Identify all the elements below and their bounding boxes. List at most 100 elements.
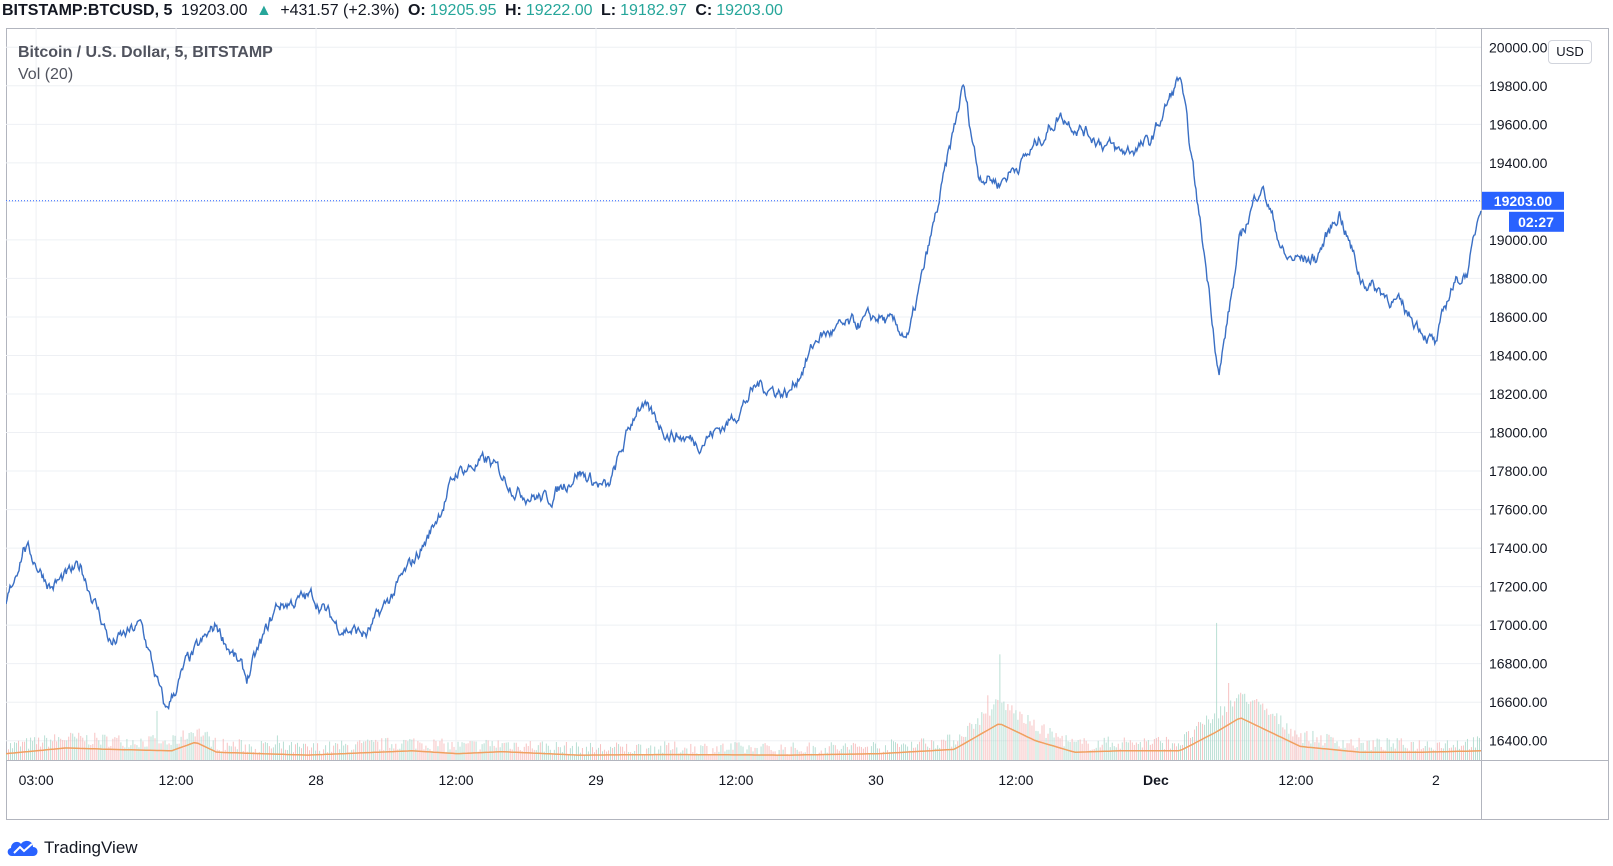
volume-bar [1089,750,1091,760]
volume-bar [98,740,100,760]
volume-legend[interactable]: Vol (20) [18,66,74,83]
volume-bar [1476,736,1478,760]
volume-bar [598,747,600,760]
volume-bar [989,715,991,760]
y-tick-label: 17200.00 [1489,579,1548,595]
volume-bar [240,740,242,760]
volume-bar [828,746,830,760]
volume-bar [1065,735,1067,760]
volume-bar [1222,715,1224,760]
tradingview-logo[interactable]: TradingView [6,836,138,860]
volume-bar [995,699,997,760]
volume-bar [485,739,487,760]
volume-bar [937,745,939,760]
price-chart[interactable]: 16400.00 16600.00 16800.00 17000.00 17200.00… [6,28,1609,820]
price-label: 19203.00 [1494,193,1553,209]
volume-bar [1133,744,1135,760]
volume-bar [493,745,495,760]
chart-container[interactable]: 16400.00 16600.00 16800.00 17000.00 17200.00… [6,28,1609,820]
volume-bar [872,742,874,760]
volume-bar [1238,694,1240,760]
symbol-header: BITSTAMP:BTCUSD, 5 19203.00 ▲ +431.57 (+… [2,0,787,22]
volume-bar [1045,737,1047,760]
volume-bar [457,741,459,760]
volume-bar [1320,735,1322,760]
volume-bar [90,744,92,760]
volume-bar [616,742,618,760]
volume-bar [507,742,509,760]
volume-bar [748,745,750,760]
volume-bar [1210,723,1212,760]
volume-bar [1262,703,1264,760]
volume-bar [1240,692,1242,760]
volume-bar [429,749,431,760]
volume-bar [339,749,341,760]
volume-bar [535,750,537,760]
volume-bar [381,738,383,760]
currency-button[interactable]: USD [1548,40,1592,64]
volume-bar [963,736,965,760]
volume-bar [1057,736,1059,760]
volume-bar [1460,745,1462,760]
volume-bar [1448,748,1450,760]
volume-bar [1414,750,1416,760]
chart-title[interactable]: Bitcoin / U.S. Dollar, 5, BITSTAMP [18,44,273,61]
volume-bar [1412,741,1414,760]
y-tick-label: 17000.00 [1489,617,1548,633]
volume-bar [477,751,479,760]
volume-bar [1107,736,1109,760]
volume-bar [192,732,194,760]
volume-bar [985,713,987,760]
volume-bar [1085,740,1087,760]
volume-bar [868,753,870,760]
volume-bar [808,742,810,760]
volume-bar [696,753,698,760]
volume-bar [1416,748,1418,760]
volume-bar [947,734,949,760]
volume-bar [124,747,126,760]
volume-bar [720,745,722,760]
open-value: 19205.95 [429,2,497,19]
volume-bar [172,735,174,760]
volume-bar [1264,710,1266,760]
volume-bar [268,746,270,760]
volume-bar [473,741,475,760]
volume-bar [393,748,395,760]
cloud-logo-icon [7,840,38,856]
volume-bar [180,736,182,760]
volume-bar [1376,738,1378,760]
volume-bar [1268,714,1270,760]
y-tick-label: 16600.00 [1489,694,1548,710]
volume-bar [812,745,814,760]
volume-bar [1113,746,1115,760]
volume-bar [794,747,796,760]
y-tick-label: 16800.00 [1489,656,1548,672]
volume-bar [858,746,860,760]
volume-bar [1258,701,1260,760]
volume-bar [1368,740,1370,760]
symbol-name[interactable]: BITSTAMP:BTCUSD, 5 [2,2,173,19]
volume-bar [1270,714,1272,760]
volume-bar [178,743,180,760]
volume-bar [1179,745,1181,760]
chart-border [6,28,1609,820]
price-line[interactable] [6,75,1482,711]
volume-bar [1356,747,1358,760]
volume-bar [176,743,178,760]
volume-bar [620,746,622,760]
x-tick-label: 12:00 [718,772,753,788]
volume-bar [409,738,411,760]
volume-bar [20,746,22,760]
volume-bar [54,734,56,760]
volume-bar [1073,741,1075,760]
volume-bar [375,739,377,760]
volume-bar [1188,731,1190,760]
volume-bar [218,749,220,760]
volume-bar [1173,743,1175,760]
volume-bar [1167,739,1169,760]
volume-bar [722,743,724,760]
volume-bar [174,735,176,760]
volume-bar [927,746,929,760]
volume-bar [838,750,840,760]
volume-bar [971,724,973,760]
